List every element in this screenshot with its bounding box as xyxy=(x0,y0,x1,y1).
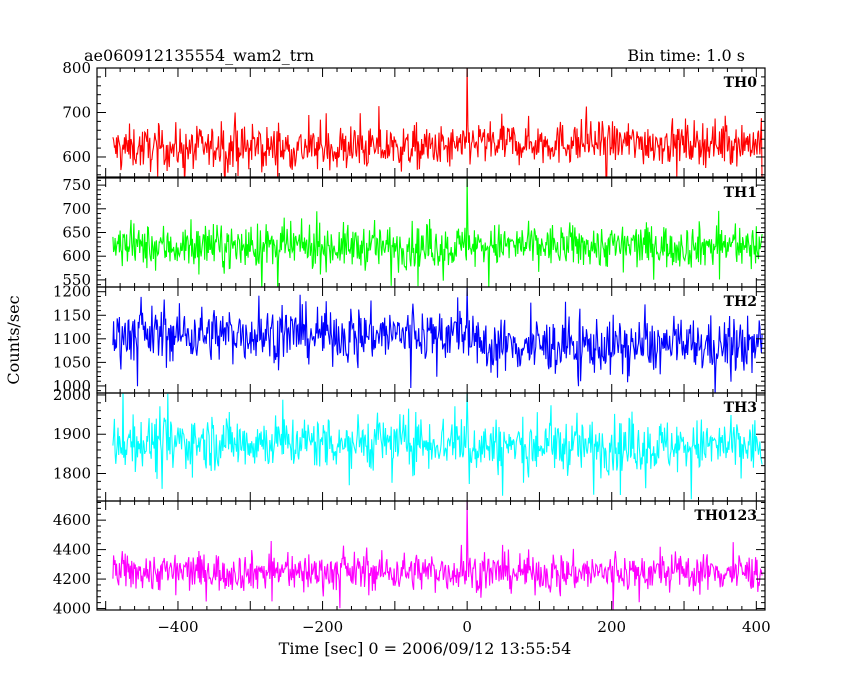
y-tick-label: 1150 xyxy=(53,306,91,324)
panel-label-th0123: TH0123 xyxy=(694,508,757,524)
y-axis-title: Counts/sec xyxy=(4,295,23,384)
panel-th3: 1800 1900 2000 TH3 xyxy=(53,386,766,502)
y-tick-label: 4000 xyxy=(53,600,91,618)
series-line-th2 xyxy=(112,287,763,393)
y-tick-label: 550 xyxy=(62,271,91,289)
y-tick-label: 4200 xyxy=(53,570,91,588)
y-tick-label: 4400 xyxy=(53,541,91,559)
panel-th2: 1000 1050 1100 1150 1200 TH2 xyxy=(53,283,766,395)
x-tick-label: 0 xyxy=(462,618,472,636)
y-tick-label: 700 xyxy=(62,200,91,218)
y-tick-label: 1000 xyxy=(53,377,91,395)
series-line-th3 xyxy=(112,393,763,500)
panels-layer: 600 700 800 TH0 550 600 650 700 750 TH1 1000 1050 11… xyxy=(53,59,766,618)
series-line-th1 xyxy=(112,178,763,287)
y-tick-label: 1100 xyxy=(53,330,91,348)
x-tick-label: 200 xyxy=(597,618,626,636)
y-tick-label: 800 xyxy=(62,59,91,77)
y-tick-label: 1800 xyxy=(53,465,91,483)
series-line-th0123 xyxy=(112,501,763,610)
y-tick-label: 700 xyxy=(62,103,91,121)
y-tick-label: 2000 xyxy=(53,386,91,404)
y-tick-label: 4600 xyxy=(53,511,91,529)
panel-label-th3: TH3 xyxy=(724,400,757,416)
y-tick-label: 750 xyxy=(62,176,91,194)
panel-label-th2: TH2 xyxy=(724,294,757,310)
panel-th1: 550 600 650 700 750 TH1 xyxy=(62,176,766,289)
panel-th0: 600 700 800 TH0 xyxy=(62,59,766,178)
y-tick-label: 650 xyxy=(62,224,91,242)
observation-id-title: ae060912135554_wam2_trn xyxy=(84,46,314,65)
x-tick-label: −400 xyxy=(157,618,198,636)
x-axis: −400 −200 0 200 400 xyxy=(157,618,770,636)
panel-frame xyxy=(96,67,766,178)
x-tick-label: −200 xyxy=(302,618,343,636)
panel-th0123: 4000 4200 4400 4600 TH0123 xyxy=(53,500,766,618)
panel-label-th1: TH1 xyxy=(724,185,757,201)
panel-frame xyxy=(96,500,766,611)
panel-label-th0: TH0 xyxy=(724,75,758,91)
series-line-th0 xyxy=(112,68,763,177)
y-tick-label: 1900 xyxy=(53,425,91,443)
x-axis-title: Time [sec] 0 = 2006/09/12 13:55:54 xyxy=(279,639,572,658)
y-tick-label: 1200 xyxy=(53,283,91,301)
bin-time-title: Bin time: 1.0 s xyxy=(627,46,745,65)
x-tick-label: 400 xyxy=(742,618,771,636)
y-tick-label: 600 xyxy=(62,148,91,166)
y-tick-label: 600 xyxy=(62,247,91,265)
y-tick-label: 1050 xyxy=(53,353,91,371)
